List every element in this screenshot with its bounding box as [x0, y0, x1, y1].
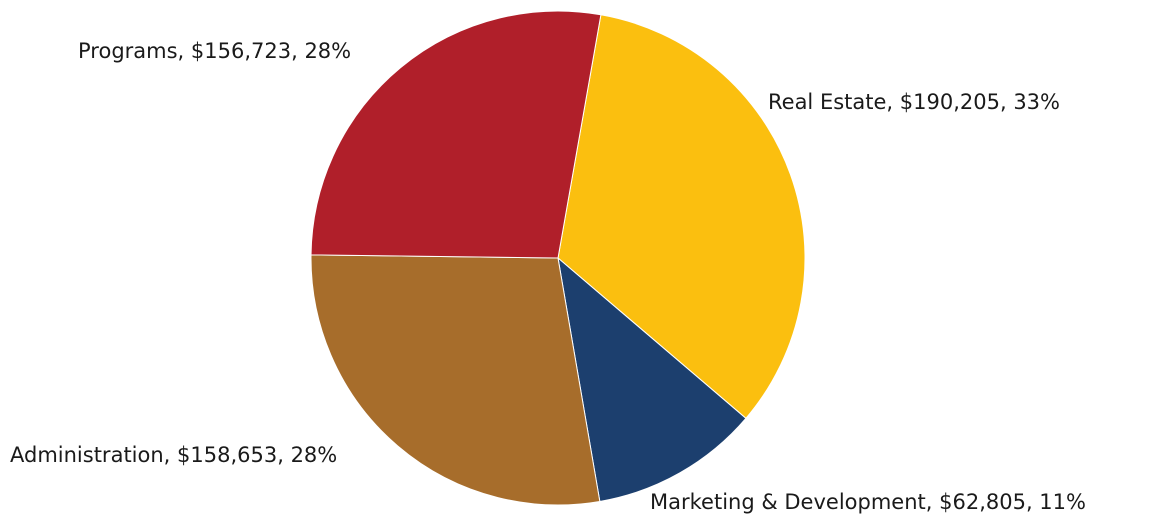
- slice-label: Marketing & Development, $62,805, 11%: [650, 490, 1086, 514]
- slice-label: Administration, $158,653, 28%: [10, 443, 337, 467]
- pie-slice: [310, 254, 601, 506]
- slice-label: Real Estate, $190,205, 33%: [768, 90, 1060, 114]
- slice-label: Programs, $156,723, 28%: [78, 39, 351, 63]
- pie-slice: [557, 256, 747, 503]
- pie-slice: [557, 14, 806, 420]
- pie-slice: [310, 10, 602, 259]
